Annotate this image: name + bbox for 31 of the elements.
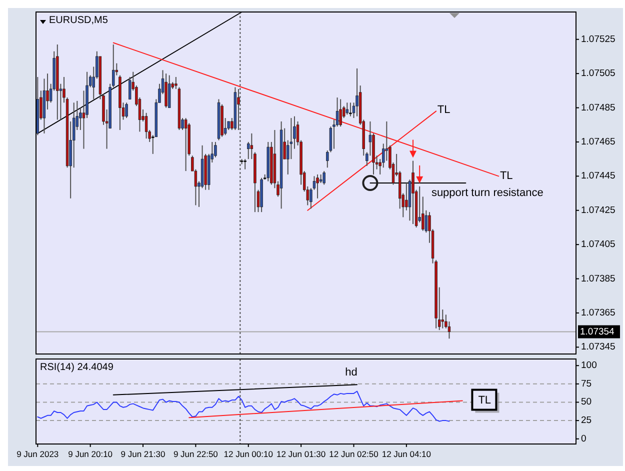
- x-tick-label: 9 Jun 20:10: [68, 449, 113, 459]
- y-tick-label: 0: [581, 433, 586, 444]
- y-tick-label: 1.07345: [581, 342, 616, 353]
- y-tick-label: 1.07525: [581, 34, 616, 45]
- x-tick-label: 12 Jun 04:10: [382, 449, 432, 459]
- annotation: hd: [345, 366, 358, 379]
- ref-line-label: 1.07354: [580, 326, 614, 338]
- y-tick-label: 25: [581, 415, 592, 426]
- annotation: TL: [500, 170, 513, 182]
- y-tick-label: 1.07465: [581, 136, 616, 148]
- x-tick-label: 12 Jun 00:10: [224, 449, 274, 459]
- y-tick-label: 1.07385: [581, 273, 616, 284]
- chart-title: EURUSD,M5: [49, 15, 108, 26]
- x-tick-label: 9 Jun 21:30: [120, 449, 166, 459]
- annotation: support turn resistance: [431, 186, 544, 199]
- y-tick-label: 100: [581, 360, 597, 372]
- y-tick-label: 1.07425: [581, 204, 616, 216]
- chart-title: RSI(14) 24.4049: [40, 362, 114, 373]
- x-tick-label: 12 Jun 01:30: [276, 449, 326, 459]
- x-tick-label: 12 Jun 02:50: [329, 449, 379, 459]
- y-tick-label: 1.07405: [581, 239, 616, 250]
- annotation: TL: [478, 394, 492, 407]
- x-tick-label: 9 Jun 2023: [16, 449, 59, 459]
- x-tick-label: 9 Jun 22:50: [173, 449, 218, 459]
- y-tick-label: 1.07365: [581, 307, 616, 318]
- annotation: TL: [437, 104, 450, 116]
- y-tick-label: 1.07505: [581, 68, 616, 80]
- y-tick-label: 75: [581, 378, 592, 390]
- y-tick-label: 1.07485: [581, 102, 616, 114]
- y-tick-label: 50: [581, 396, 592, 408]
- y-tick-label: 1.07445: [581, 170, 616, 182]
